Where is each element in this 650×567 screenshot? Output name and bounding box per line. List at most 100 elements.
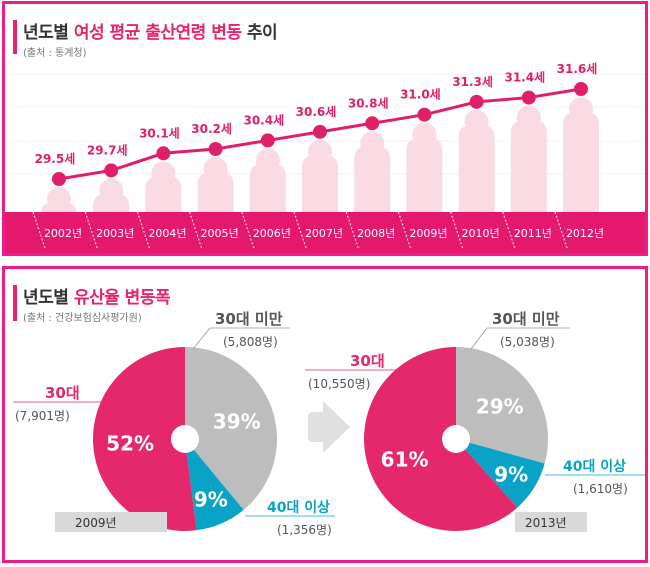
miscarriage-panel: 년도별 유산율 변동폭 (출처 : 건강보험심사평가원) 39% 9% 52% 200… (2, 266, 648, 563)
data-label: 30.6세 (296, 104, 337, 119)
chart-source: (출처 : 통계청) (23, 48, 87, 59)
pie-1: 29% 9% 61% 2013년 30대 미만 (5,038명) 30대 (10,550명) 4… (305, 310, 645, 532)
data-label: 31.4세 (504, 70, 545, 85)
x-tick-label: 2009년 (409, 227, 447, 240)
slice-count-label: (1,610명) (573, 482, 628, 496)
pie-slice (185, 439, 244, 531)
data-label: 31.0세 (400, 87, 441, 102)
slice-count-label: (5,038명) (500, 335, 555, 349)
data-point (104, 163, 119, 178)
percent-label: 39% (213, 409, 261, 433)
data-point (521, 90, 536, 105)
x-axis-band (5, 212, 645, 253)
slice-count-label: (7,901명) (15, 409, 70, 423)
title-prefix: 년도별 (23, 23, 74, 43)
figure-body (197, 172, 234, 212)
person-figure (406, 122, 443, 212)
figure-body (93, 194, 130, 212)
year-badge (515, 512, 587, 532)
person-figure (249, 148, 286, 212)
chart-title: 년도별 여성 평균 출산연령 변동 추이 (23, 18, 278, 43)
pie-0: 39% 9% 52% 2009년 30대 미만 (5,808명) 30대 (7,901명) 40… (13, 310, 335, 537)
pie-center-hole (171, 425, 199, 453)
slice-name-label: 40대 이상 (563, 458, 626, 475)
figure-body (510, 121, 547, 212)
x-tick-label: 2008년 (357, 227, 395, 240)
data-point (417, 107, 432, 122)
pie-center-hole (442, 425, 470, 453)
data-label: 30.4세 (243, 112, 284, 127)
x-tick-label: 2012년 (566, 227, 604, 240)
person-figure (197, 157, 234, 212)
person-figure (302, 139, 338, 212)
slice-name-label: 30대 (350, 352, 385, 370)
title-suffix: 추이 (241, 23, 278, 43)
chart-source: (출처 : 건강보험심사평가원) (23, 313, 142, 324)
pie-slice (185, 347, 278, 510)
figure-body (458, 125, 495, 212)
pie-charts: 39% 9% 52% 2009년 30대 미만 (5,808명) 30대 (7,901명) 40… (13, 310, 645, 537)
slice-name-label: 30대 (45, 384, 80, 402)
figure-body (406, 138, 443, 212)
person-figure (145, 161, 182, 212)
data-label: 30.1세 (139, 125, 180, 140)
figure-body (145, 176, 182, 212)
title-prefix: 년도별 (23, 288, 74, 308)
figure-body (249, 164, 286, 212)
data-point (574, 82, 588, 96)
data-point (313, 124, 327, 139)
data-point (208, 142, 223, 156)
figure-body (563, 112, 599, 212)
data-point (52, 172, 66, 186)
x-tick-label: 2004년 (148, 227, 186, 240)
data-label: 30.8세 (348, 95, 389, 110)
pie-slice (364, 347, 518, 531)
data-label: 29.5세 (35, 151, 76, 166)
callout-line (470, 327, 488, 350)
person-figure (93, 178, 130, 212)
title-highlight: 유산율 변동폭 (73, 288, 171, 308)
year-label: 2013년 (525, 516, 567, 530)
person-figure (510, 105, 547, 212)
slice-name-label: 40대 이상 (267, 499, 330, 516)
callout-line (192, 327, 211, 350)
line-chart: 2002년 2003년 2004년 2005년 2006년 2007년 2008년 2009년… (5, 61, 645, 253)
title-accent-bar (13, 20, 17, 54)
slice-name-label: 30대 미만 (492, 310, 560, 328)
pie-slice (93, 347, 197, 531)
slice-count-label: (1,356명) (277, 523, 332, 537)
x-tick-label: 2006년 (253, 227, 291, 240)
figure-body (354, 146, 391, 212)
x-tick-label: 2010년 (462, 227, 500, 240)
title-highlight: 여성 평균 출산연령 변동 (73, 23, 242, 43)
percent-label: 61% (381, 448, 429, 472)
x-tick-label: 2007년 (305, 227, 343, 240)
slice-count-label: (10,550명) (308, 377, 370, 391)
x-tick-label: 2011년 (514, 227, 552, 240)
year-badge (55, 512, 167, 532)
x-tick-label: 2002년 (44, 227, 82, 240)
percent-label: 29% (476, 395, 524, 419)
person-figure (563, 97, 599, 212)
data-label: 30.2세 (191, 121, 232, 136)
pie-slice (456, 439, 545, 508)
data-label: 29.7세 (87, 142, 128, 157)
slice-count-label: (5,808명) (223, 335, 278, 349)
data-point (260, 133, 275, 148)
data-label: 31.3세 (452, 74, 493, 89)
data-point (365, 116, 380, 131)
percent-label: 9% (194, 488, 228, 512)
data-point (156, 146, 171, 161)
person-figure (458, 109, 495, 212)
data-point (469, 94, 484, 109)
slice-name-label: 30대 미만 (215, 310, 283, 328)
x-tick-label: 2003년 (96, 227, 134, 240)
percent-label: 52% (106, 431, 154, 455)
birth-age-panel: 년도별 여성 평균 출산연령 변동 추이 (출처 : 통계청) 2002년 200… (2, 1, 648, 256)
chart-title: 년도별 유산율 변동폭 (23, 283, 171, 308)
data-label: 31.6세 (557, 61, 598, 76)
pie-slice (456, 347, 548, 464)
x-tick-label: 2005년 (201, 227, 239, 240)
arrow-right-icon (308, 401, 350, 453)
year-label: 2009년 (75, 516, 117, 530)
